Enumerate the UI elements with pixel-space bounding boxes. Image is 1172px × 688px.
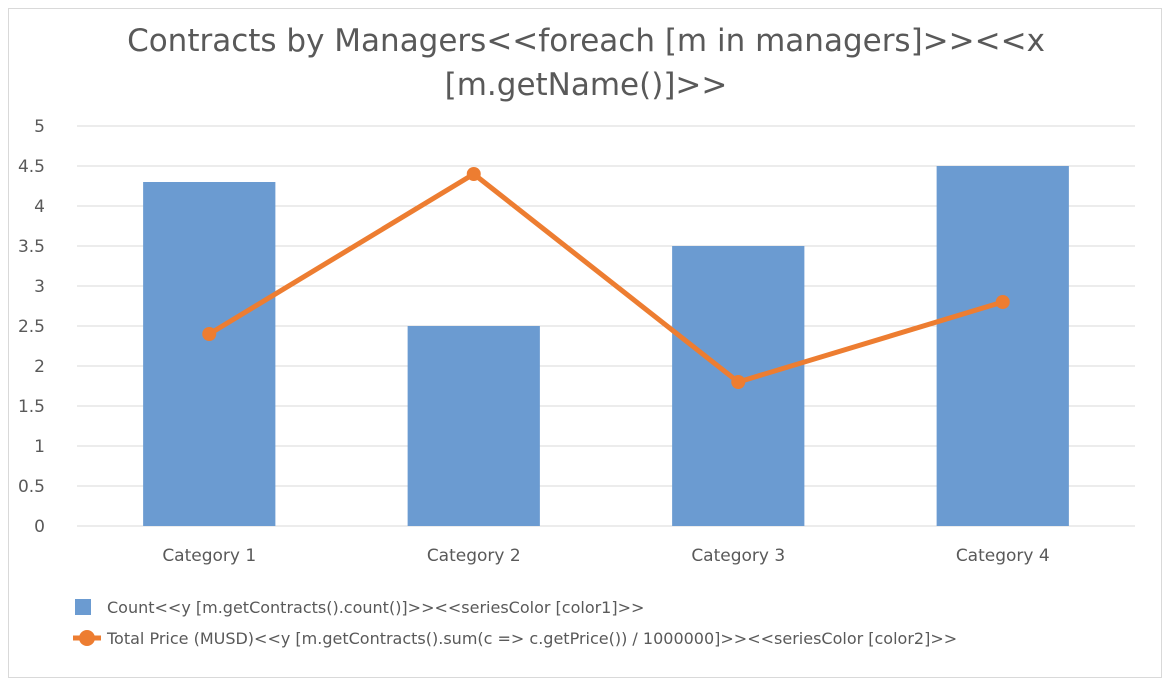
bar-series [143, 166, 1069, 526]
y-tick-label: 1 [34, 437, 45, 457]
y-tick-label: 0 [34, 517, 45, 537]
legend: Count<<y [m.getContracts().count()]>><<s… [73, 598, 957, 648]
point-total-price-2 [466, 167, 481, 181]
bar-count-4 [936, 166, 1069, 526]
chart-title-line-1: Contracts by Managers<<foreach [m in man… [127, 23, 1045, 59]
bar-count-2 [407, 326, 540, 526]
x-axis-categories: Category 1 Category 2 Category 3 Category 4 [162, 546, 1049, 566]
y-tick-label: 2 [34, 357, 45, 377]
chart: Contracts by Managers<<foreach [m in man… [18, 23, 1135, 648]
chart-frame: Contracts by Managers<<foreach [m in man… [8, 8, 1162, 678]
y-tick-label: 3.5 [18, 237, 45, 257]
x-category-label: Category 4 [956, 546, 1050, 566]
y-axis-ticks: 0 0.5 1 1.5 2 2.5 3 3.5 4 4.5 5 [18, 117, 45, 537]
y-tick-label: 4.5 [18, 157, 45, 177]
legend-swatch-count [75, 599, 91, 615]
legend-marker-total-price [79, 630, 95, 646]
x-category-label: Category 2 [427, 546, 521, 566]
chart-title-line-2: [m.getName()]>> [445, 67, 728, 103]
legend-label-total-price: Total Price (MUSD)<<y [m.getContracts().… [106, 629, 957, 648]
y-tick-label: 2.5 [18, 317, 45, 337]
line-total-price [207, 171, 1004, 385]
y-tick-label: 3 [34, 277, 45, 297]
bar-count-1 [143, 182, 276, 526]
point-total-price-3 [731, 375, 746, 389]
point-total-price-1 [202, 327, 217, 341]
x-category-label: Category 1 [162, 546, 256, 566]
legend-label-count: Count<<y [m.getContracts().count()]>><<s… [107, 598, 644, 617]
y-tick-label: 5 [34, 117, 45, 137]
y-tick-label: 0.5 [18, 477, 45, 497]
y-tick-label: 1.5 [18, 397, 45, 417]
line-series [202, 167, 1010, 389]
x-category-label: Category 3 [691, 546, 785, 566]
point-total-price-4 [995, 295, 1010, 309]
y-tick-label: 4 [34, 197, 45, 217]
